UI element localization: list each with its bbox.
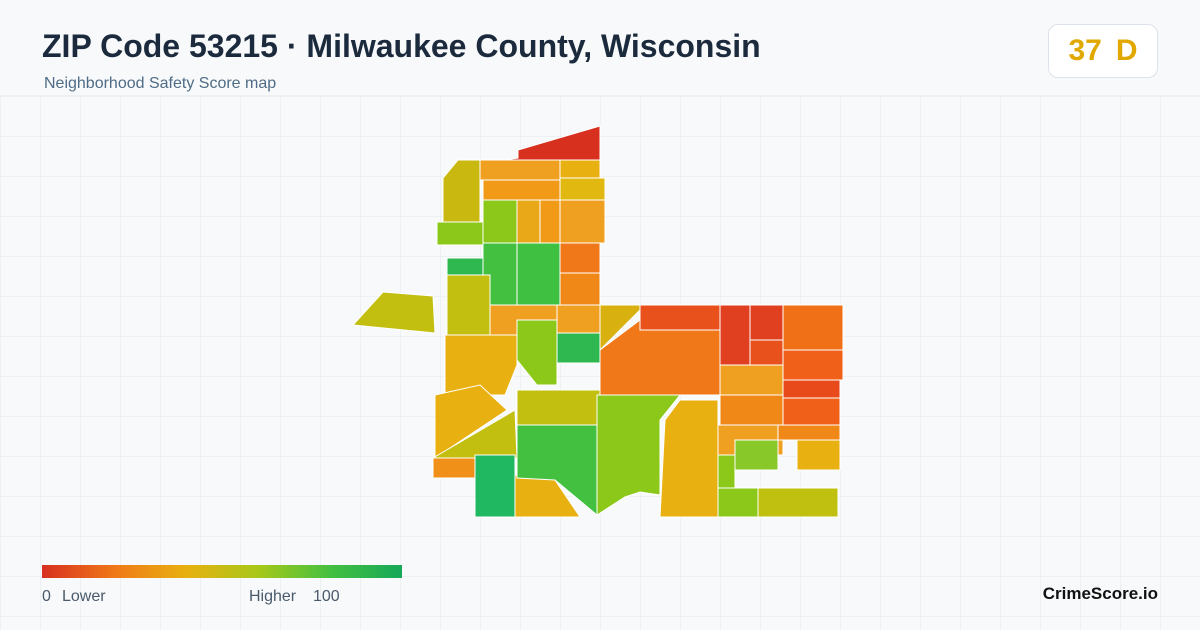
score-grade: D	[1115, 34, 1138, 67]
score-badge: 37 D	[1048, 24, 1158, 78]
legend-max-label: Higher	[249, 588, 297, 605]
legend-min-label: Lower	[62, 588, 106, 605]
title: ZIP Code 53215 · Milwaukee County, Wisco…	[42, 28, 761, 64]
legend-max: 100	[313, 588, 340, 605]
brand: CrimeScore.io	[1042, 584, 1158, 603]
zip-areas	[351, 125, 844, 518]
score-value: 37	[1068, 34, 1102, 67]
subtitle: Neighborhood Safety Score map	[44, 75, 277, 92]
legend-min: 0	[42, 588, 51, 605]
legend-gradient	[42, 565, 402, 578]
